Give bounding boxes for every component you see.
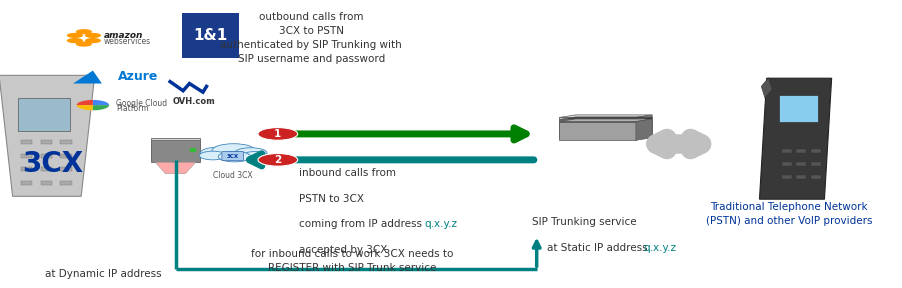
Text: Azure: Azure	[118, 70, 159, 83]
Polygon shape	[0, 75, 95, 196]
Circle shape	[212, 144, 255, 158]
FancyBboxPatch shape	[21, 167, 32, 171]
Polygon shape	[559, 115, 652, 118]
Text: webservices: webservices	[104, 37, 151, 46]
FancyBboxPatch shape	[41, 181, 52, 185]
Text: Platform: Platform	[116, 104, 149, 113]
Circle shape	[76, 41, 92, 47]
Circle shape	[76, 29, 92, 34]
FancyBboxPatch shape	[182, 13, 239, 58]
Text: OVH.com: OVH.com	[172, 97, 216, 106]
Polygon shape	[559, 122, 636, 140]
Circle shape	[258, 154, 298, 166]
Polygon shape	[93, 100, 109, 105]
Circle shape	[218, 151, 251, 162]
Text: Cloud 3CX: Cloud 3CX	[213, 171, 253, 180]
Text: 2: 2	[274, 155, 281, 165]
Circle shape	[67, 33, 83, 38]
Polygon shape	[559, 118, 636, 136]
FancyBboxPatch shape	[782, 149, 792, 153]
Polygon shape	[93, 105, 109, 110]
Circle shape	[85, 38, 101, 43]
FancyBboxPatch shape	[41, 154, 52, 158]
Text: 1: 1	[274, 129, 281, 139]
Text: amazon: amazon	[104, 31, 143, 40]
Text: q.x.y.z: q.x.y.z	[424, 219, 457, 229]
Polygon shape	[77, 100, 93, 105]
Circle shape	[235, 148, 267, 158]
Circle shape	[243, 151, 268, 160]
FancyBboxPatch shape	[796, 162, 806, 166]
FancyBboxPatch shape	[151, 140, 200, 162]
FancyBboxPatch shape	[796, 175, 806, 179]
FancyBboxPatch shape	[60, 167, 72, 171]
Circle shape	[200, 147, 236, 159]
Polygon shape	[559, 120, 636, 138]
Polygon shape	[761, 78, 772, 98]
Text: accepted by 3CX: accepted by 3CX	[299, 245, 388, 255]
Text: 3CX: 3CX	[23, 150, 84, 178]
Polygon shape	[636, 115, 652, 136]
FancyBboxPatch shape	[811, 175, 821, 179]
Text: 3CX: 3CX	[226, 154, 239, 159]
FancyBboxPatch shape	[21, 140, 32, 144]
FancyBboxPatch shape	[41, 167, 52, 171]
FancyBboxPatch shape	[151, 138, 200, 160]
Text: at Dynamic IP address: at Dynamic IP address	[45, 269, 162, 279]
Text: Google Cloud: Google Cloud	[116, 98, 168, 108]
FancyBboxPatch shape	[779, 95, 818, 122]
Circle shape	[67, 38, 83, 43]
Text: outbound calls from
3CX to PSTN
authenticated by SIP Trunking with
SIP username : outbound calls from 3CX to PSTN authenti…	[220, 12, 402, 64]
Circle shape	[189, 148, 197, 150]
FancyBboxPatch shape	[811, 149, 821, 153]
FancyBboxPatch shape	[60, 140, 72, 144]
FancyBboxPatch shape	[782, 175, 792, 179]
FancyBboxPatch shape	[60, 154, 72, 158]
FancyBboxPatch shape	[796, 149, 806, 153]
Polygon shape	[155, 162, 196, 174]
Text: coming from IP address: coming from IP address	[299, 219, 426, 229]
Text: inbound calls from: inbound calls from	[299, 168, 397, 179]
Circle shape	[85, 33, 101, 38]
FancyBboxPatch shape	[18, 98, 70, 131]
Text: SIP Trunking service: SIP Trunking service	[532, 217, 637, 228]
Text: q.x.y.z: q.x.y.z	[643, 243, 676, 253]
FancyBboxPatch shape	[782, 162, 792, 166]
FancyBboxPatch shape	[811, 162, 821, 166]
Circle shape	[258, 128, 298, 140]
Polygon shape	[77, 105, 93, 110]
FancyBboxPatch shape	[222, 151, 244, 161]
Circle shape	[199, 151, 226, 160]
Polygon shape	[559, 117, 652, 120]
Text: PSTN to 3CX: PSTN to 3CX	[299, 194, 364, 204]
Polygon shape	[636, 119, 652, 140]
FancyBboxPatch shape	[21, 154, 32, 158]
Polygon shape	[559, 119, 652, 122]
Circle shape	[189, 150, 197, 152]
Text: for inbound calls to work 3CX needs to
REGISTER with SIP Trunk service: for inbound calls to work 3CX needs to R…	[251, 249, 453, 273]
Polygon shape	[759, 78, 832, 199]
FancyBboxPatch shape	[41, 140, 52, 144]
Text: 1&1: 1&1	[194, 28, 227, 43]
Text: at Static IP address: at Static IP address	[547, 243, 650, 253]
Polygon shape	[73, 71, 102, 84]
Polygon shape	[636, 117, 652, 138]
FancyBboxPatch shape	[21, 181, 32, 185]
FancyBboxPatch shape	[60, 181, 72, 185]
Text: Traditional Telephone Network
(PSTN) and other VoIP providers: Traditional Telephone Network (PSTN) and…	[706, 202, 872, 226]
